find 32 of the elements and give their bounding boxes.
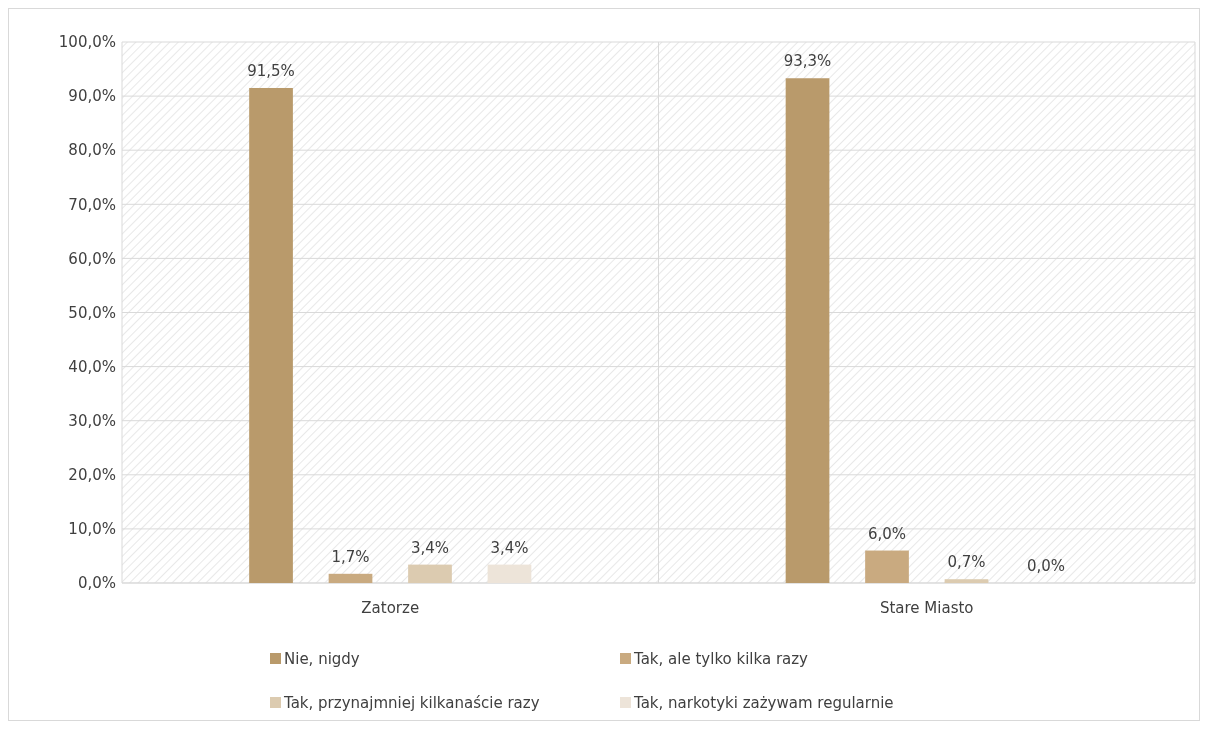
y-tick-label: 70,0%	[68, 195, 116, 214]
bar	[408, 564, 452, 583]
bar	[785, 78, 830, 583]
y-tick-label: 50,0%	[68, 303, 116, 322]
x-tick-label: Stare Miasto	[879, 599, 974, 617]
legend-label: Tak, przynajmniej kilkanaście razy	[283, 694, 540, 713]
x-tick-label: Zatorze	[361, 599, 420, 617]
bar	[328, 573, 373, 583]
text: 0,0%	[1026, 557, 1066, 575]
y-tick-label: 30,0%	[68, 411, 116, 430]
bar	[487, 564, 532, 583]
text: 0,7%	[947, 553, 986, 572]
text: 3,4%	[410, 538, 450, 557]
bar	[944, 579, 989, 583]
bar	[249, 87, 293, 583]
y-tick-label: 10,0%	[68, 520, 116, 539]
bar	[865, 550, 909, 583]
y-tick-label: 0,0%	[77, 574, 116, 593]
text: 1,7%	[331, 547, 370, 566]
y-tick-label: 90,0%	[68, 87, 116, 106]
y-tick-label: 100,0%	[58, 33, 116, 52]
legend-label: Tak, narkotyki zażywam regularnie	[633, 694, 894, 713]
y-tick-label: 40,0%	[68, 357, 116, 376]
text: 93,3%	[783, 52, 832, 71]
legend-label: Tak, ale tylko kilka razy	[633, 650, 809, 669]
y-tick-label: 20,0%	[68, 466, 116, 485]
y-tick-label: 80,0%	[68, 141, 116, 160]
text: 91,5%	[247, 61, 295, 80]
text: 3,4%	[490, 538, 529, 557]
legend-label: Nie, nigdy	[284, 650, 360, 669]
text: 6,0%	[867, 524, 907, 543]
y-tick-label: 60,0%	[68, 249, 116, 268]
